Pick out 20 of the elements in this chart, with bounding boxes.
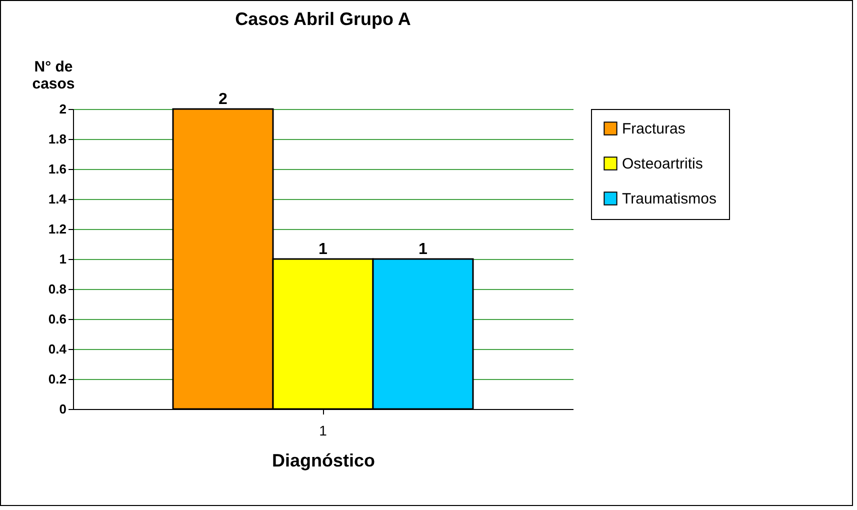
x-axis-title: Diagnóstico xyxy=(272,450,376,470)
chart-title: Casos Abril Grupo A xyxy=(235,9,411,29)
y-tick-label: 0.2 xyxy=(48,372,66,386)
data-label: 1 xyxy=(418,241,428,258)
legend-label: Fracturas xyxy=(622,120,686,138)
y-tick-label: 0.6 xyxy=(48,312,66,326)
y-tick-label: 1.4 xyxy=(48,192,68,206)
y-tick-label: 1 xyxy=(59,252,66,266)
y-tick-label: 2 xyxy=(59,102,66,116)
y-tick-label: 1.8 xyxy=(48,132,66,146)
y-axis-title: N° de casos xyxy=(32,58,75,92)
y-tick-label: 1.2 xyxy=(48,222,66,236)
y-tick-label: 1.6 xyxy=(48,162,66,176)
y-tick-label: 0 xyxy=(59,402,66,416)
data-label: 1 xyxy=(318,241,328,258)
data-label: 2 xyxy=(218,91,228,108)
y-tick-label: 0.8 xyxy=(48,282,66,296)
legend-label: Traumatismos xyxy=(622,190,716,208)
legend-label: Osteoartritis xyxy=(622,156,703,172)
y-tick-label: 0.4 xyxy=(48,342,68,356)
